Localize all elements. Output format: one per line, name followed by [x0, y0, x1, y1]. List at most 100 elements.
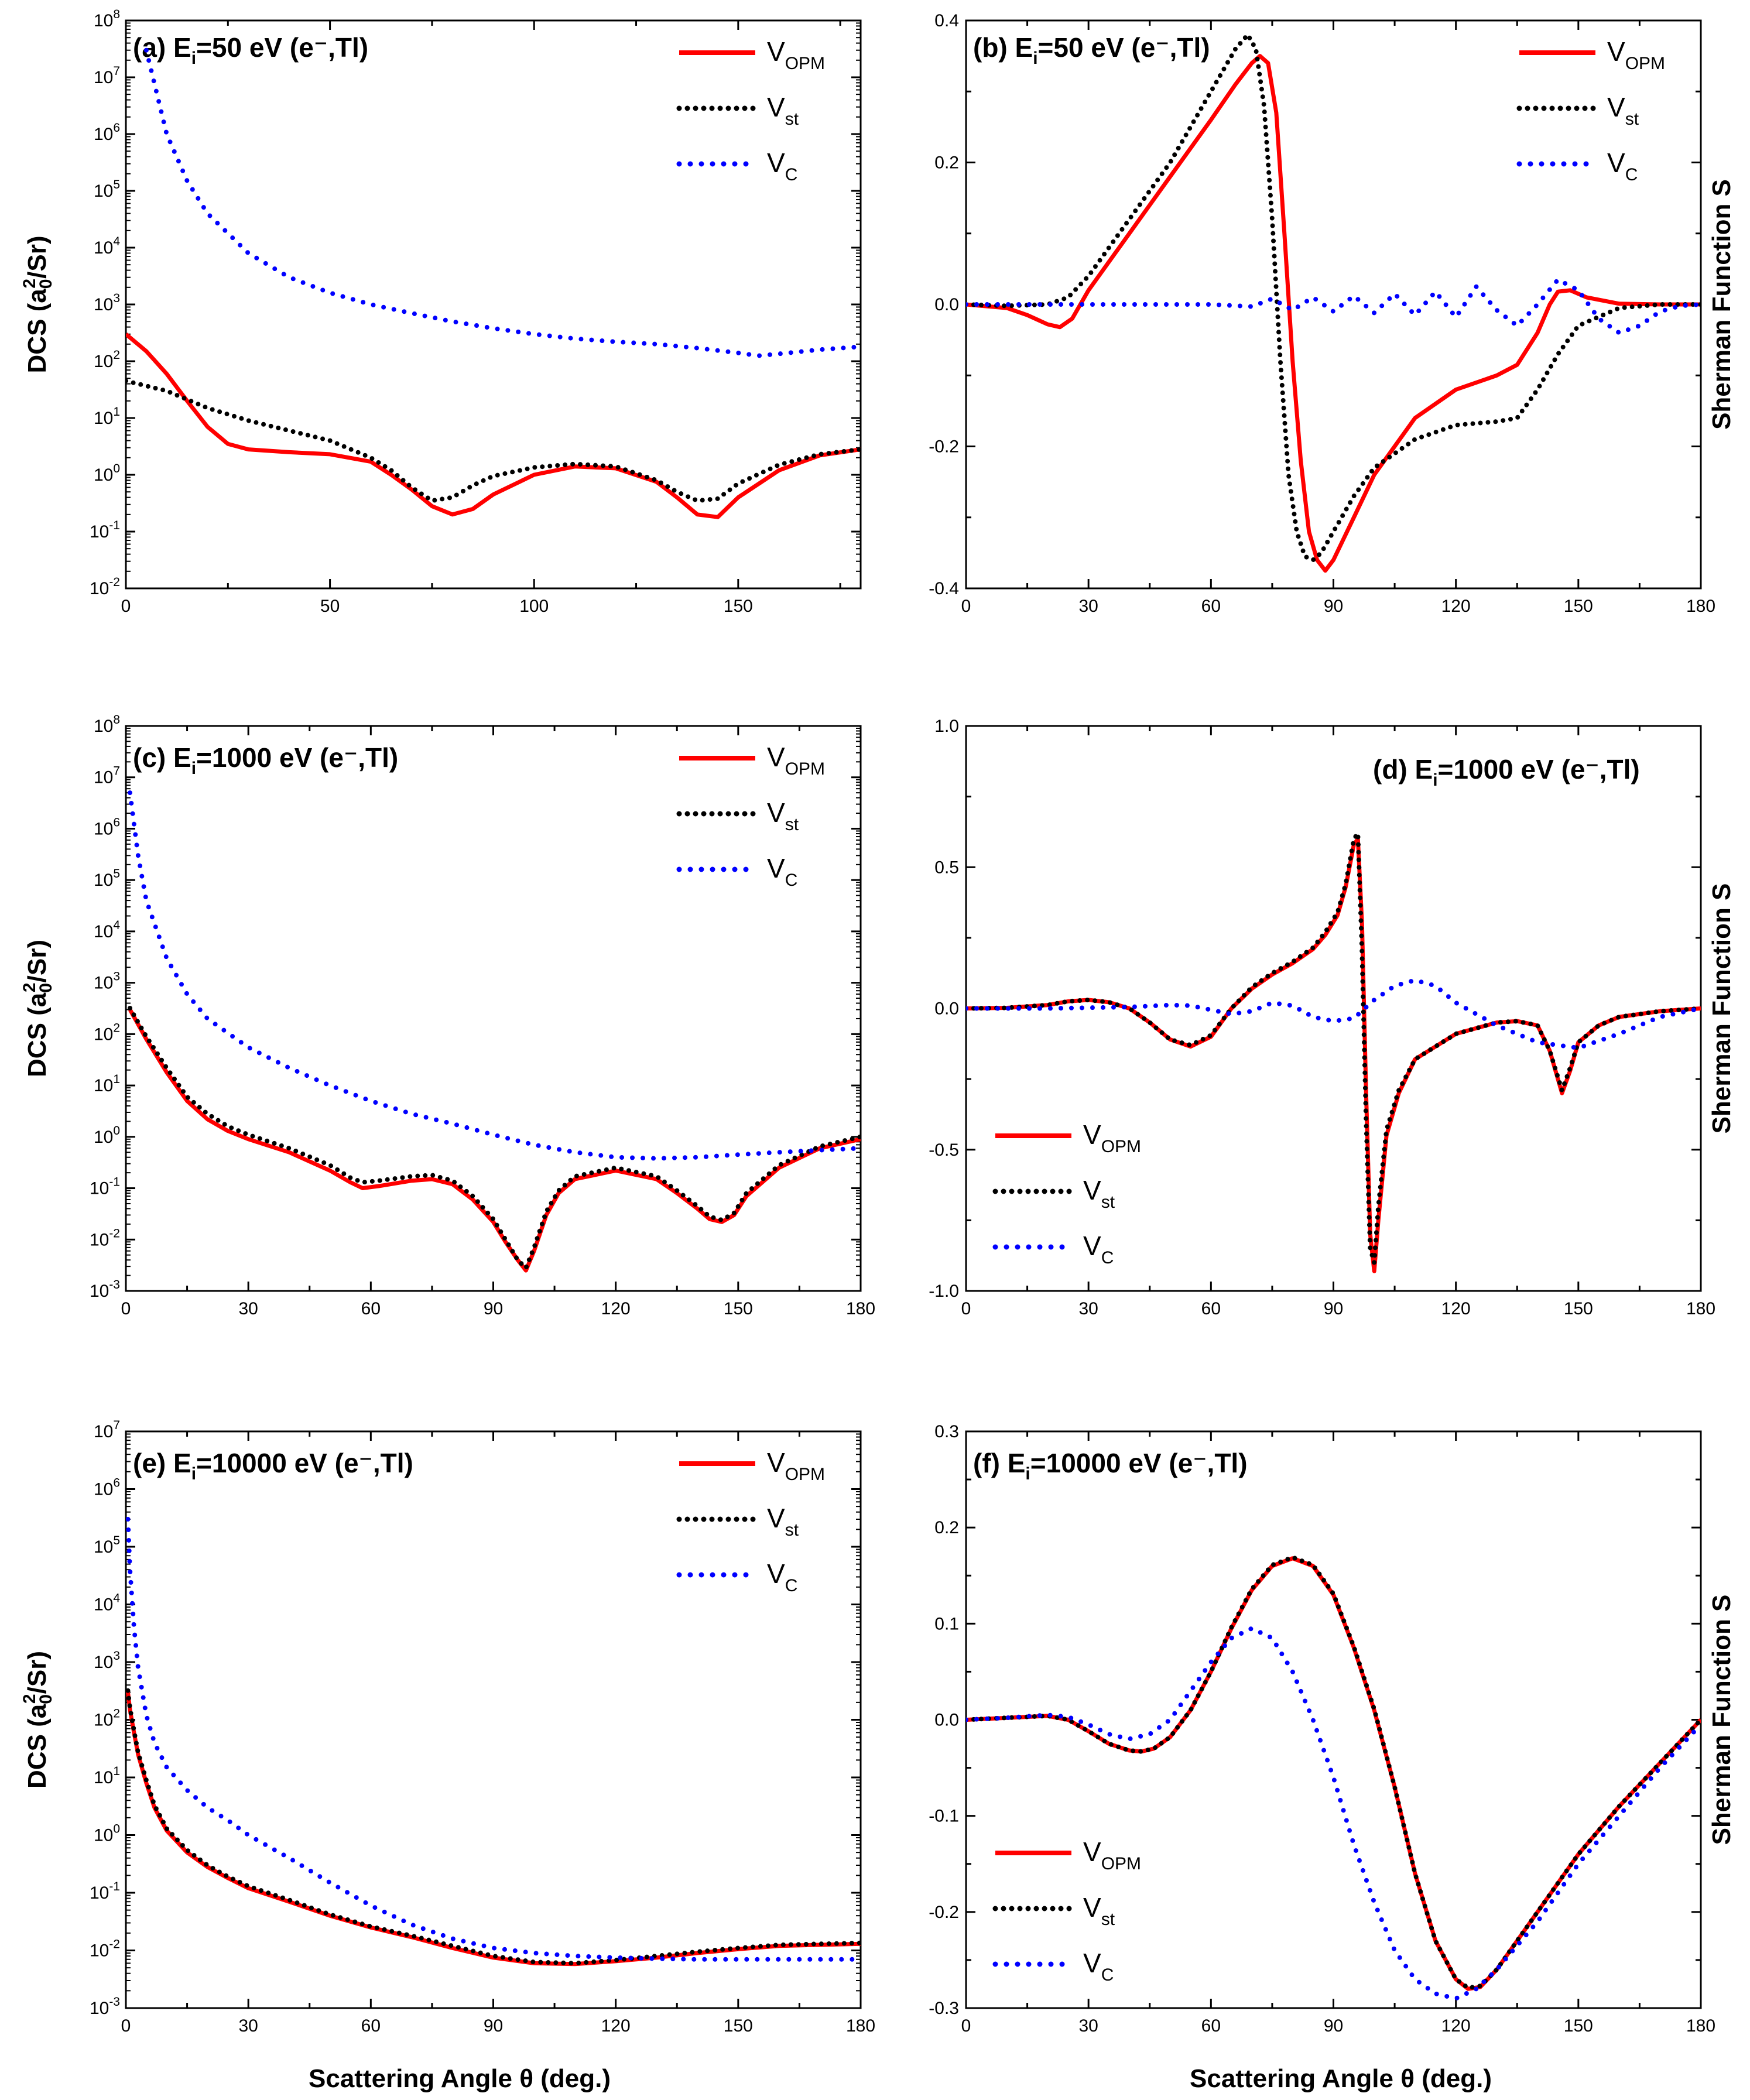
series-line-v-st	[126, 378, 861, 503]
y-tick-label: 102	[94, 1021, 120, 1044]
x-tick-label: 0	[121, 1299, 131, 1318]
y-tick-label: 0.2	[934, 1518, 959, 1537]
plot-frame	[965, 19, 1702, 590]
legend-label-v-c: VC	[1607, 148, 1638, 184]
x-tick-label: 60	[1201, 2016, 1221, 2036]
legend-label-v-c: VC	[767, 148, 797, 184]
x-tick-label: 120	[601, 1299, 631, 1318]
y-axis-title: Sherman Function S	[1707, 179, 1736, 430]
x-tick-label: 30	[238, 1299, 258, 1318]
legend-label-v-st: Vst	[1607, 92, 1639, 129]
x-tick-label: 150	[724, 2016, 753, 2036]
x-tick-label: 0	[961, 2016, 971, 2036]
y-tick-label: 100	[94, 462, 120, 485]
series-line-v-c	[126, 1517, 861, 1962]
plot-frame	[125, 725, 862, 1292]
x-tick-label: 0	[121, 2016, 131, 2036]
y-tick-label: 10-3	[90, 1278, 120, 1301]
x-tick-label: 150	[1564, 2016, 1593, 2036]
legend-label-v-st: Vst	[1083, 1892, 1115, 1929]
x-tick-label: 120	[601, 2016, 631, 2036]
series-line-v-c	[966, 1626, 1701, 2001]
series-line-v-st	[128, 1006, 861, 1270]
y-tick-label: -1.0	[929, 1282, 959, 1301]
legend-label-v-opm: VOPM	[1083, 1837, 1141, 1873]
x-tick-label: 30	[1078, 1299, 1098, 1318]
x-tick-label: 30	[1078, 2016, 1098, 2036]
y-tick-label: -0.2	[929, 437, 959, 457]
plot-frame	[965, 1430, 1702, 2009]
y-tick-label: -0.5	[929, 1140, 959, 1160]
y-tick-label: 0.0	[934, 1711, 959, 1730]
y-tick-label: 0.1	[934, 1614, 959, 1633]
y-tick-label: 104	[94, 235, 120, 258]
y-tick-label: 0.0	[934, 999, 959, 1019]
x-tick-label: 120	[1441, 2016, 1471, 2036]
y-tick-label: 102	[94, 348, 120, 371]
y-tick-label: 104	[94, 919, 120, 941]
series-line-v-opm	[966, 54, 1701, 573]
y-tick-label: 105	[94, 867, 120, 890]
x-tick-label: 120	[1441, 597, 1471, 616]
x-tick-label: 90	[484, 1299, 503, 1318]
series-line-v-opm	[126, 333, 861, 519]
y-axis-title: DCS (a02/Sr)	[20, 940, 56, 1077]
x-tick-label: 60	[1201, 1299, 1221, 1318]
y-tick-label: 10-1	[90, 519, 120, 542]
y-tick-label: 0.5	[934, 858, 959, 877]
y-tick-label: 101	[94, 1073, 120, 1095]
x-tick-label: 30	[238, 2016, 258, 2036]
y-axis-title: DCS (a02/Sr)	[20, 1651, 56, 1789]
y-tick-label: 106	[94, 1476, 120, 1499]
y-tick-label: 107	[94, 64, 120, 87]
series-line-v-c	[128, 790, 861, 1161]
y-tick-label: 105	[94, 1534, 120, 1557]
legend-label-v-c: VC	[1083, 1231, 1114, 1267]
y-axis-title: Sherman Function S	[1707, 883, 1736, 1134]
y-tick-label: 10-3	[90, 1995, 120, 2018]
panel-label: (c) Ei=1000 eV (e⁻,Tl)	[133, 742, 398, 778]
x-tick-label: 30	[1078, 597, 1098, 616]
series-line-v-st	[966, 831, 1701, 1265]
y-tick-label: 100	[94, 1822, 120, 1845]
y-tick-label: 107	[94, 765, 120, 787]
panel-label: (e) Ei=10000 eV (e⁻,Tl)	[133, 1448, 413, 1484]
legend-label-v-opm: VOPM	[767, 742, 825, 779]
panel-d: 0 30 60 90 120 150 180 -1.0 -0.5 0.0 0.5 1.0 Sherman…	[929, 717, 1736, 1318]
y-tick-label: -0.1	[929, 1807, 959, 1826]
y-tick-label: 102	[94, 1707, 120, 1730]
plot-frame	[125, 19, 862, 590]
series-line-v-st	[126, 1688, 861, 1966]
y-tick-label: 0.0	[934, 295, 959, 314]
panel-b: 0 30 60 90 120 150 180 -0.4 -0.2 0.0 0.2 0.4 Sherman…	[929, 11, 1736, 616]
x-tick-label: 150	[724, 597, 753, 616]
legend-label-v-st: Vst	[1083, 1175, 1115, 1212]
y-tick-label: 0.3	[934, 1422, 959, 1441]
legend-label-v-st: Vst	[767, 797, 799, 834]
series-line-v-c	[143, 47, 861, 358]
x-tick-label: 0	[961, 597, 971, 616]
x-axis-title-left: Scattering Angle θ (deg.)	[309, 2064, 611, 2093]
x-tick-label: 180	[1686, 2016, 1715, 2036]
y-tick-label: 101	[94, 405, 120, 428]
series-line-v-opm	[966, 837, 1701, 1273]
x-tick-label: 60	[361, 1299, 381, 1318]
legend-label-v-opm: VOPM	[767, 36, 825, 73]
x-tick-label: 120	[1441, 1299, 1471, 1318]
x-tick-label: 90	[484, 2016, 503, 2036]
legend-label-v-c: VC	[1083, 1948, 1114, 1985]
y-tick-label: 10-2	[90, 1227, 120, 1249]
y-tick-label: 103	[94, 1649, 120, 1672]
y-tick-label: 103	[94, 292, 120, 314]
panel-e: 0 30 60 90 120 150 180 10-3 10-2 10-1 100 101 102 103…	[20, 1419, 875, 2036]
y-tick-label: -0.3	[929, 1999, 959, 2018]
x-tick-label: 180	[846, 2016, 875, 2036]
x-tick-label: 50	[320, 597, 340, 616]
y-tick-label: 0.4	[934, 11, 959, 30]
x-tick-label: 180	[1686, 597, 1715, 616]
panel-label: (f) Ei=10000 eV (e⁻,Tl)	[973, 1448, 1248, 1484]
y-tick-label: 0.2	[934, 153, 959, 173]
x-tick-label: 180	[846, 1299, 875, 1318]
series-line-v-c	[966, 277, 1701, 335]
panel-label: (a) Ei=50 eV (e⁻,Tl)	[133, 32, 368, 68]
